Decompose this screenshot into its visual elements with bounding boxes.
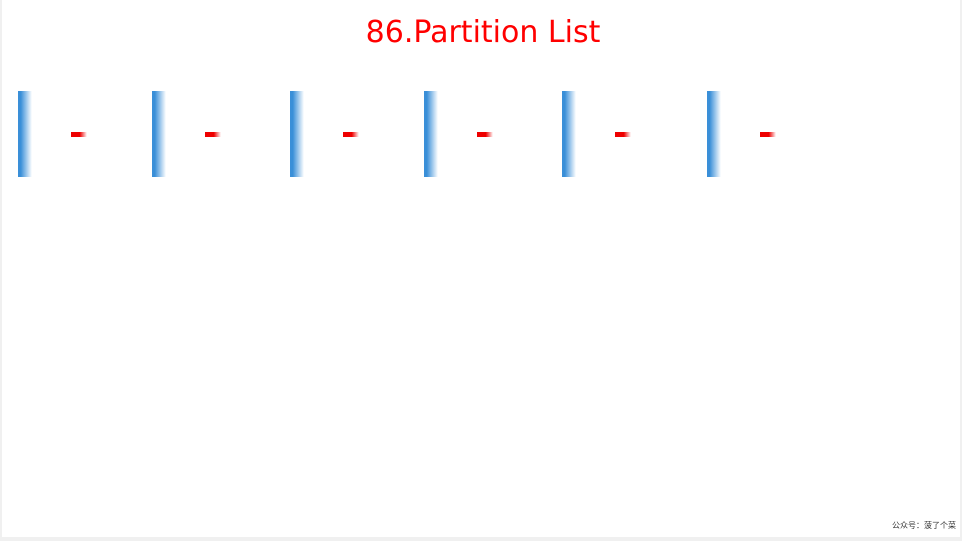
node-bar <box>290 91 304 177</box>
node-bar <box>18 91 32 177</box>
next-pointer-arrow <box>205 132 221 137</box>
next-pointer-arrow <box>343 132 359 137</box>
node-bar <box>562 91 576 177</box>
node-bar <box>707 91 721 177</box>
list-node <box>152 91 232 177</box>
list-node <box>18 91 98 177</box>
node-bar <box>424 91 438 177</box>
footer-credit: 公众号：菠了个菜 <box>892 521 956 530</box>
page-title: 86.Partition List <box>365 15 601 50</box>
next-pointer-arrow <box>71 132 87 137</box>
list-node <box>424 91 504 177</box>
list-node <box>707 91 787 177</box>
next-pointer-arrow <box>477 132 493 137</box>
node-bar <box>152 91 166 177</box>
next-pointer-arrow <box>760 132 776 137</box>
list-node <box>290 91 370 177</box>
list-node <box>562 91 642 177</box>
next-pointer-arrow <box>615 132 631 137</box>
